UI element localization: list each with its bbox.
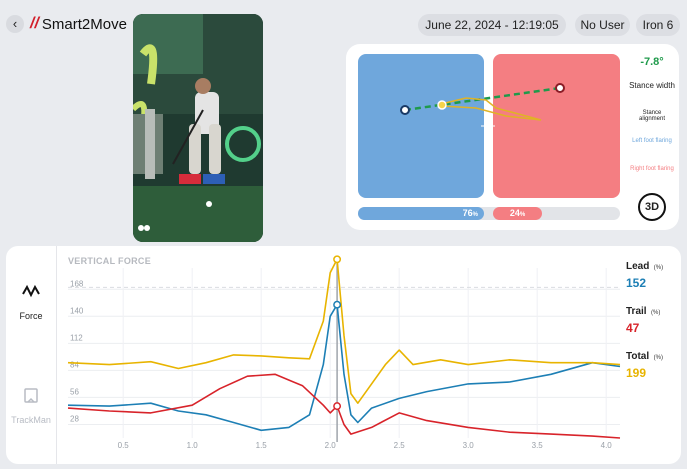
right-weight-bar: 24% — [493, 207, 542, 220]
series-line-total — [67, 258, 621, 404]
stance-line — [404, 86, 561, 112]
stance-alignment-label[interactable]: Stance alignment — [638, 110, 665, 122]
legend-trail-value: 47 — [626, 321, 640, 335]
x-tick-label: 2.0 — [325, 441, 337, 450]
left-foot-flaring-label[interactable]: Left foot flaring — [632, 138, 672, 144]
stance-overlay — [400, 83, 565, 134]
x-tick-label: 3.5 — [532, 441, 544, 450]
legend-trail: Trail (%) 47 — [626, 301, 682, 335]
top-bar: ‹ // Smart2Move June 22, 2024 - 12:19:05… — [0, 0, 687, 54]
stance-width-label[interactable]: Stance width — [629, 81, 675, 90]
weight-distribution-track: 76% 24% — [358, 207, 620, 220]
nav-item-force-label: Force — [19, 311, 43, 321]
legend-trail-unit: (%) — [651, 310, 661, 316]
chart-legend: Lead (%) 152 Trail (%) 47 Total (%) 199 — [626, 256, 682, 380]
3d-view-button[interactable]: 3D — [638, 193, 666, 221]
club-name: Iron 6 — [642, 18, 674, 32]
y-tick-label: 84 — [70, 360, 79, 369]
right-weight-unit: % — [519, 212, 526, 218]
right-foot-zone — [493, 54, 620, 198]
x-tick-label: 1.0 — [187, 441, 199, 450]
chart-title: VERTICAL FORCE — [68, 256, 152, 266]
app-logo: // Smart2Move — [30, 15, 127, 33]
legend-total-unit: (%) — [653, 355, 663, 361]
app-name: Smart2Move — [41, 15, 127, 33]
y-tick-label: 56 — [70, 387, 79, 396]
cop-trace — [440, 97, 542, 121]
y-tick-label: 140 — [70, 306, 84, 315]
left-weight-unit: % — [472, 212, 478, 218]
x-tick-label: 0.5 — [118, 441, 130, 450]
y-tick-label: 28 — [70, 414, 79, 423]
x-tick-label: 2.5 — [394, 441, 406, 450]
legend-lead: Lead (%) 152 — [626, 256, 682, 290]
x-tick-label: 1.5 — [256, 441, 268, 450]
user-name: No User — [580, 18, 625, 32]
swing-video-frame — [133, 14, 263, 242]
right-foot-marker — [555, 83, 565, 93]
force-wave-icon — [22, 284, 40, 298]
right-weight-value: 24 — [509, 208, 520, 218]
x-tick-label: 4.0 — [601, 441, 613, 450]
legend-lead-label: Lead — [626, 261, 650, 272]
user-pill[interactable]: No User — [575, 14, 630, 36]
brand-mark-icon: // — [30, 15, 39, 32]
chevron-left-icon[interactable]: ‹ — [6, 15, 24, 33]
y-tick-label: 168 — [70, 279, 84, 288]
left-weight-value: 76 — [462, 208, 473, 218]
cursor-marker-trail — [333, 402, 342, 411]
trackman-icon — [24, 388, 38, 403]
foot-pressure-card: 76% 24% -7.8° Stance width Stance alignm… — [346, 44, 679, 230]
swing-video[interactable] — [133, 14, 263, 242]
cursor-marker-lead — [333, 300, 342, 309]
left-weight-bar: 76% — [358, 207, 484, 220]
side-nav: Force TrackMan — [6, 246, 57, 464]
cop-marker — [437, 100, 447, 110]
y-tick-label: 112 — [70, 333, 83, 342]
force-chart-card — [6, 246, 681, 464]
legend-total: Total (%) 199 — [626, 346, 682, 380]
nav-item-force[interactable]: Force — [10, 282, 52, 322]
cursor-marker-total — [333, 255, 342, 264]
stance-width-value: -7.8° — [640, 56, 664, 68]
left-foot-marker — [400, 105, 410, 115]
legend-trail-label: Trail — [626, 306, 647, 317]
side-nav-divider — [6, 246, 57, 464]
nav-item-trackman-label: TrackMan — [11, 415, 51, 425]
club-pill[interactable]: Iron 6 — [636, 14, 680, 36]
legend-total-value: 199 — [626, 366, 647, 380]
right-foot-flaring-label[interactable]: Right foot flaring — [630, 166, 674, 172]
legend-lead-value: 152 — [626, 276, 647, 290]
x-tick-label: 3.0 — [463, 441, 475, 450]
legend-total-label: Total — [626, 351, 650, 362]
session-datetime-pill[interactable]: June 22, 2024 - 12:19:05 pm — [418, 14, 566, 54]
legend-lead-unit: (%) — [653, 265, 664, 271]
left-foot-zone — [358, 54, 484, 198]
nav-item-trackman[interactable]: TrackMan — [10, 386, 52, 426]
